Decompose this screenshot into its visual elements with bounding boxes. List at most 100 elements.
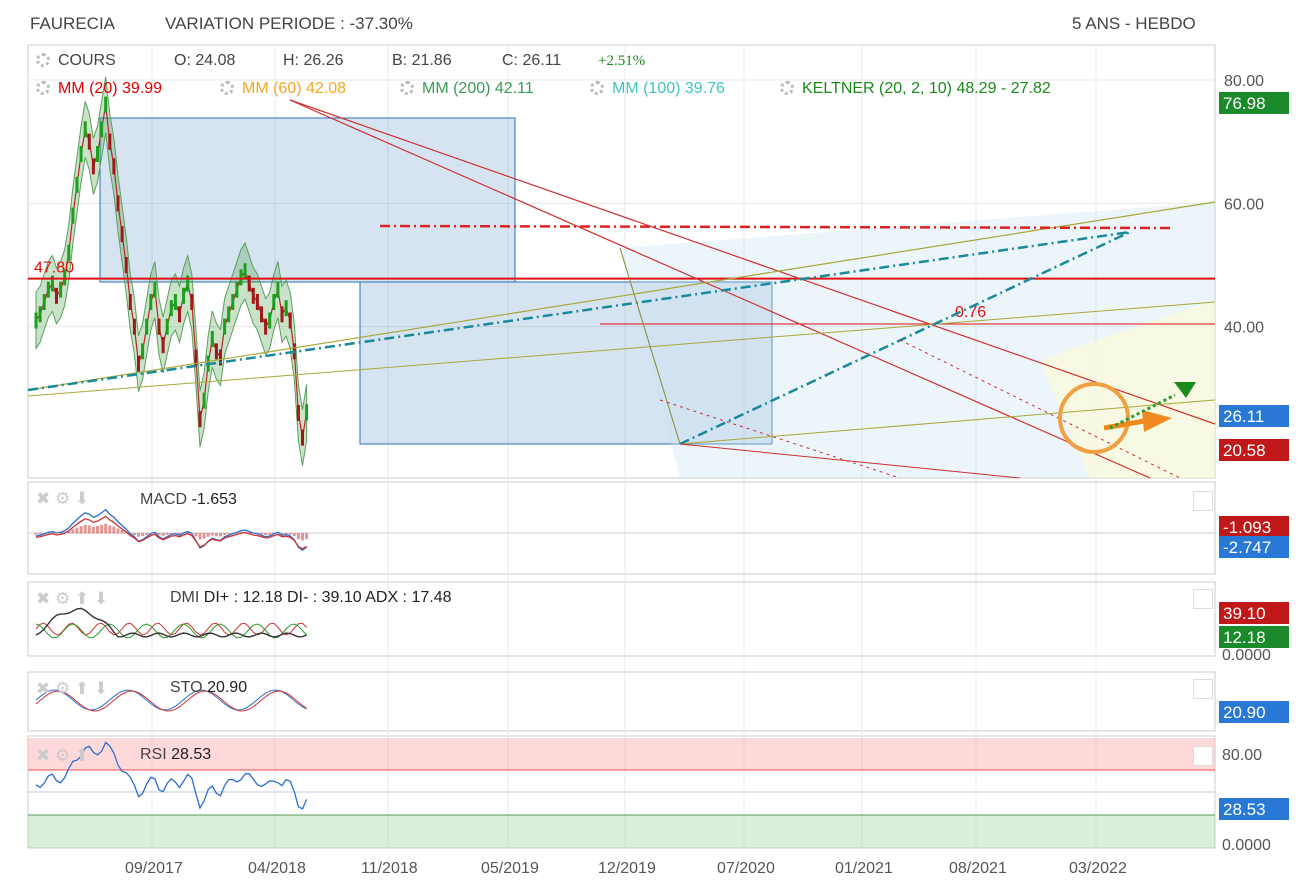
mm100-legend[interactable]: MM (100) 39.76 <box>590 80 725 98</box>
sto-badge-bg <box>1219 701 1289 723</box>
dmi-controls[interactable]: ✖ ⚙ ⬆ ⬇ <box>36 589 109 608</box>
candle <box>128 294 132 310</box>
sto-settings-checkbox[interactable] <box>1193 679 1213 699</box>
macd-histogram-bar <box>141 533 145 537</box>
candle <box>83 121 87 138</box>
sto-d-line <box>35 690 307 712</box>
macd-badge: -1.093 <box>1223 518 1271 537</box>
price-badge: 20.58 <box>1223 441 1266 460</box>
candle <box>112 158 116 175</box>
candle <box>141 343 145 360</box>
gear-icon[interactable] <box>220 81 234 95</box>
macd-histogram-bar <box>112 526 116 534</box>
candle <box>169 300 173 317</box>
macd-histogram-bar <box>280 533 284 535</box>
y-tick-label: 40.00 <box>1224 320 1264 337</box>
candle <box>264 318 268 335</box>
x-tick-label: 08/2021 <box>949 860 1007 877</box>
macd-histogram-bar <box>161 533 165 536</box>
sto-label: STO 20.90 <box>170 679 248 696</box>
gear-icon[interactable] <box>36 53 50 67</box>
dmi-settings-checkbox[interactable] <box>1193 589 1213 609</box>
macd-histogram-bar <box>276 532 280 534</box>
x-tick-label: 04/2018 <box>248 860 306 877</box>
candle <box>288 312 292 329</box>
panel-frame-1 <box>27 481 1216 575</box>
macd-histogram-bar <box>91 526 95 534</box>
macd-histogram-bar <box>132 533 136 535</box>
macd-controls[interactable]: ✖ ⚙ ⬇ <box>36 489 90 508</box>
candle <box>96 146 99 162</box>
macd-histogram-bar <box>165 533 169 535</box>
channel-line-mid <box>27 301 1216 397</box>
macd-badge-bg <box>1219 516 1289 538</box>
candle <box>120 226 124 243</box>
period-label: 5 ANS - HEBDO <box>1072 14 1196 33</box>
variation-label: VARIATION PERIODE : -37.30% <box>165 14 413 33</box>
candle <box>235 281 239 298</box>
mm200-legend[interactable]: MM (200) 42.11 <box>400 80 534 98</box>
panel-frame-0 <box>27 44 1216 479</box>
candle <box>157 318 161 335</box>
channel-line-top <box>27 201 1216 391</box>
macd-badge-bg <box>1219 536 1289 558</box>
macd-histogram-bar <box>38 533 42 535</box>
candle <box>149 294 153 310</box>
open-value: O: 24.08 <box>174 52 236 69</box>
macd-histogram-bar <box>219 533 222 537</box>
dmi-badge-bg <box>1219 626 1289 648</box>
rsi-axis-top: 80.00 <box>1222 747 1262 764</box>
sto-controls[interactable]: ✖ ⚙ ⬆ ⬇ <box>36 679 109 698</box>
macd-histogram-bar <box>120 530 124 534</box>
macd-histogram-bar <box>247 532 251 534</box>
gear-icon[interactable] <box>590 81 604 95</box>
macd-histogram-bar <box>301 533 304 541</box>
candle <box>108 133 112 150</box>
cours-legend[interactable]: COURS <box>36 52 116 70</box>
candle <box>284 300 288 317</box>
dmi-badge-bg <box>1219 602 1289 624</box>
candle <box>50 275 54 292</box>
macd-settings-checkbox[interactable] <box>1193 491 1213 511</box>
x-tick-label: 03/2022 <box>1069 860 1127 877</box>
macd-histogram-bar <box>210 533 214 536</box>
candle <box>260 306 263 323</box>
candle <box>227 306 231 323</box>
macd-histogram-bar <box>145 533 149 535</box>
sto-k-line <box>35 689 307 711</box>
candle <box>219 349 222 366</box>
gear-icon[interactable] <box>400 81 414 95</box>
candle <box>190 294 194 310</box>
keltner-legend[interactable]: KELTNER (20, 2, 10) 48.29 - 27.82 <box>780 80 1051 98</box>
panel-frame-2 <box>27 581 1216 657</box>
adx-line <box>35 607 307 638</box>
orange-arrowhead <box>1142 410 1172 432</box>
macd-histogram-bar <box>96 526 99 534</box>
price-badge-bg <box>1219 439 1289 461</box>
candle <box>67 244 71 261</box>
mm60-legend[interactable]: MM (60) 42.08 <box>220 80 346 98</box>
rsi-settings-checkbox[interactable] <box>1193 746 1213 766</box>
candle <box>145 318 149 335</box>
level-label-2: 0.76 <box>955 304 986 321</box>
macd-histogram-bar <box>75 527 79 534</box>
rsi-overbought-zone <box>28 738 1215 770</box>
macd-histogram-bar <box>264 533 268 535</box>
macd-histogram-bar <box>71 529 75 534</box>
mm20-legend[interactable]: MM (20) 39.99 <box>36 80 162 98</box>
gear-icon[interactable] <box>780 81 794 95</box>
gear-icon[interactable] <box>36 81 50 95</box>
candle <box>79 146 83 162</box>
macd-histogram-bar <box>137 533 140 537</box>
rsi-oversold-zone <box>28 815 1215 848</box>
macd-histogram-bar <box>206 533 210 537</box>
candle <box>210 331 214 347</box>
x-tick-label: 07/2020 <box>717 860 775 877</box>
x-tick-label: 11/2018 <box>361 860 418 877</box>
rsi-controls[interactable]: ✖ ⚙ ⬆ <box>36 746 90 765</box>
green-dotted-arrow <box>1109 393 1176 430</box>
price-badge: 26.11 <box>1223 407 1264 426</box>
change-value: +2.51% <box>598 53 646 69</box>
sto-badge: 20.90 <box>1223 703 1266 722</box>
